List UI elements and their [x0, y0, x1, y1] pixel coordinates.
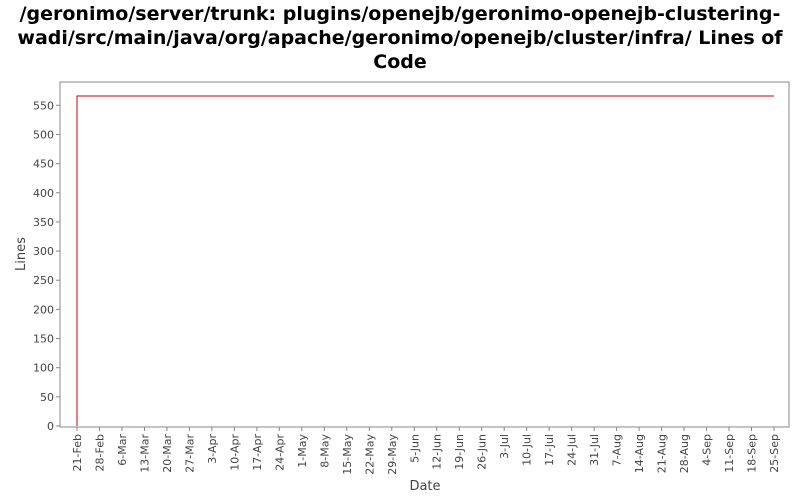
y-axis: 0 50 100 150 200 250 300 350 400 450 500 550	[33, 99, 60, 433]
x-axis: 21-Feb 28-Feb 6-Mar 13-Mar 20-Mar 27-Mar 3-Apr…	[71, 427, 781, 475]
y-tick-label: 400	[33, 187, 54, 200]
y-tick-label: 500	[33, 128, 54, 141]
x-tick-label: 12-Jun	[431, 434, 444, 470]
y-tick-label: 350	[33, 216, 54, 229]
x-tick-label: 31-Jul	[588, 434, 601, 466]
x-tick-label: 25-Sep	[768, 434, 781, 473]
x-tick-label: 14-Aug	[633, 434, 646, 473]
y-tick-label: 150	[33, 333, 54, 346]
x-tick-label: 15-May	[341, 434, 354, 475]
x-tick-label: 19-Jun	[453, 434, 466, 470]
x-tick-label: 11-Sep	[723, 434, 736, 473]
x-tick-label: 29-May	[386, 434, 399, 475]
x-tick-label: 7-Aug	[611, 434, 624, 466]
x-tick-label: 17-Apr	[251, 434, 264, 471]
x-tick-label: 10-Jul	[521, 434, 534, 466]
x-tick-label: 24-Apr	[273, 434, 286, 471]
x-tick-label: 18-Sep	[746, 434, 759, 473]
x-tick-label: 3-Jul	[498, 434, 511, 459]
x-axis-label: Date	[409, 479, 440, 494]
y-tick-label: 450	[33, 158, 54, 171]
y-tick-label: 250	[33, 274, 54, 287]
x-tick-label: 28-Feb	[93, 434, 106, 471]
x-tick-label: 4-Sep	[701, 434, 714, 466]
x-tick-label: 13-Mar	[138, 434, 151, 473]
y-tick-label: 100	[33, 362, 54, 375]
x-tick-label: 22-May	[363, 434, 376, 475]
plot-area	[59, 81, 790, 428]
chart-title-line: Code	[373, 51, 427, 73]
x-tick-label: 26-Jun	[476, 434, 489, 470]
series-layer	[76, 95, 774, 426]
y-tick-label: 50	[40, 391, 54, 404]
y-axis-label: Lines	[14, 237, 29, 271]
x-tick-label: 21-Feb	[71, 434, 84, 471]
x-tick-label: 24-Jul	[566, 434, 579, 466]
x-tick-label: 8-May	[318, 434, 331, 468]
x-tick-label: 6-Mar	[116, 434, 129, 466]
x-tick-label: 3-Apr	[206, 434, 219, 464]
x-tick-label: 1-May	[296, 434, 309, 468]
y-tick-label: 0	[47, 420, 54, 433]
chart-title-line: wadi/src/main/java/org/apache/geronimo/o…	[17, 27, 783, 49]
series-line	[76, 95, 774, 426]
y-tick-label: 200	[33, 303, 54, 316]
y-tick-label: 300	[33, 245, 54, 258]
x-tick-label: 5-Jun	[408, 434, 421, 463]
x-tick-label: 10-Apr	[228, 434, 241, 471]
x-tick-label: 28-Aug	[678, 434, 691, 473]
x-tick-label: 21-Aug	[656, 434, 669, 473]
chart-title-line: /geronimo/server/trunk: plugins/openejb/…	[19, 3, 781, 25]
x-tick-label: 17-Jul	[543, 434, 556, 466]
x-tick-label: 20-Mar	[161, 434, 174, 473]
chart-title: /geronimo/server/trunk: plugins/openejb/…	[0, 2, 800, 74]
x-tick-label: 27-Mar	[183, 434, 196, 473]
y-tick-label: 550	[33, 99, 54, 112]
